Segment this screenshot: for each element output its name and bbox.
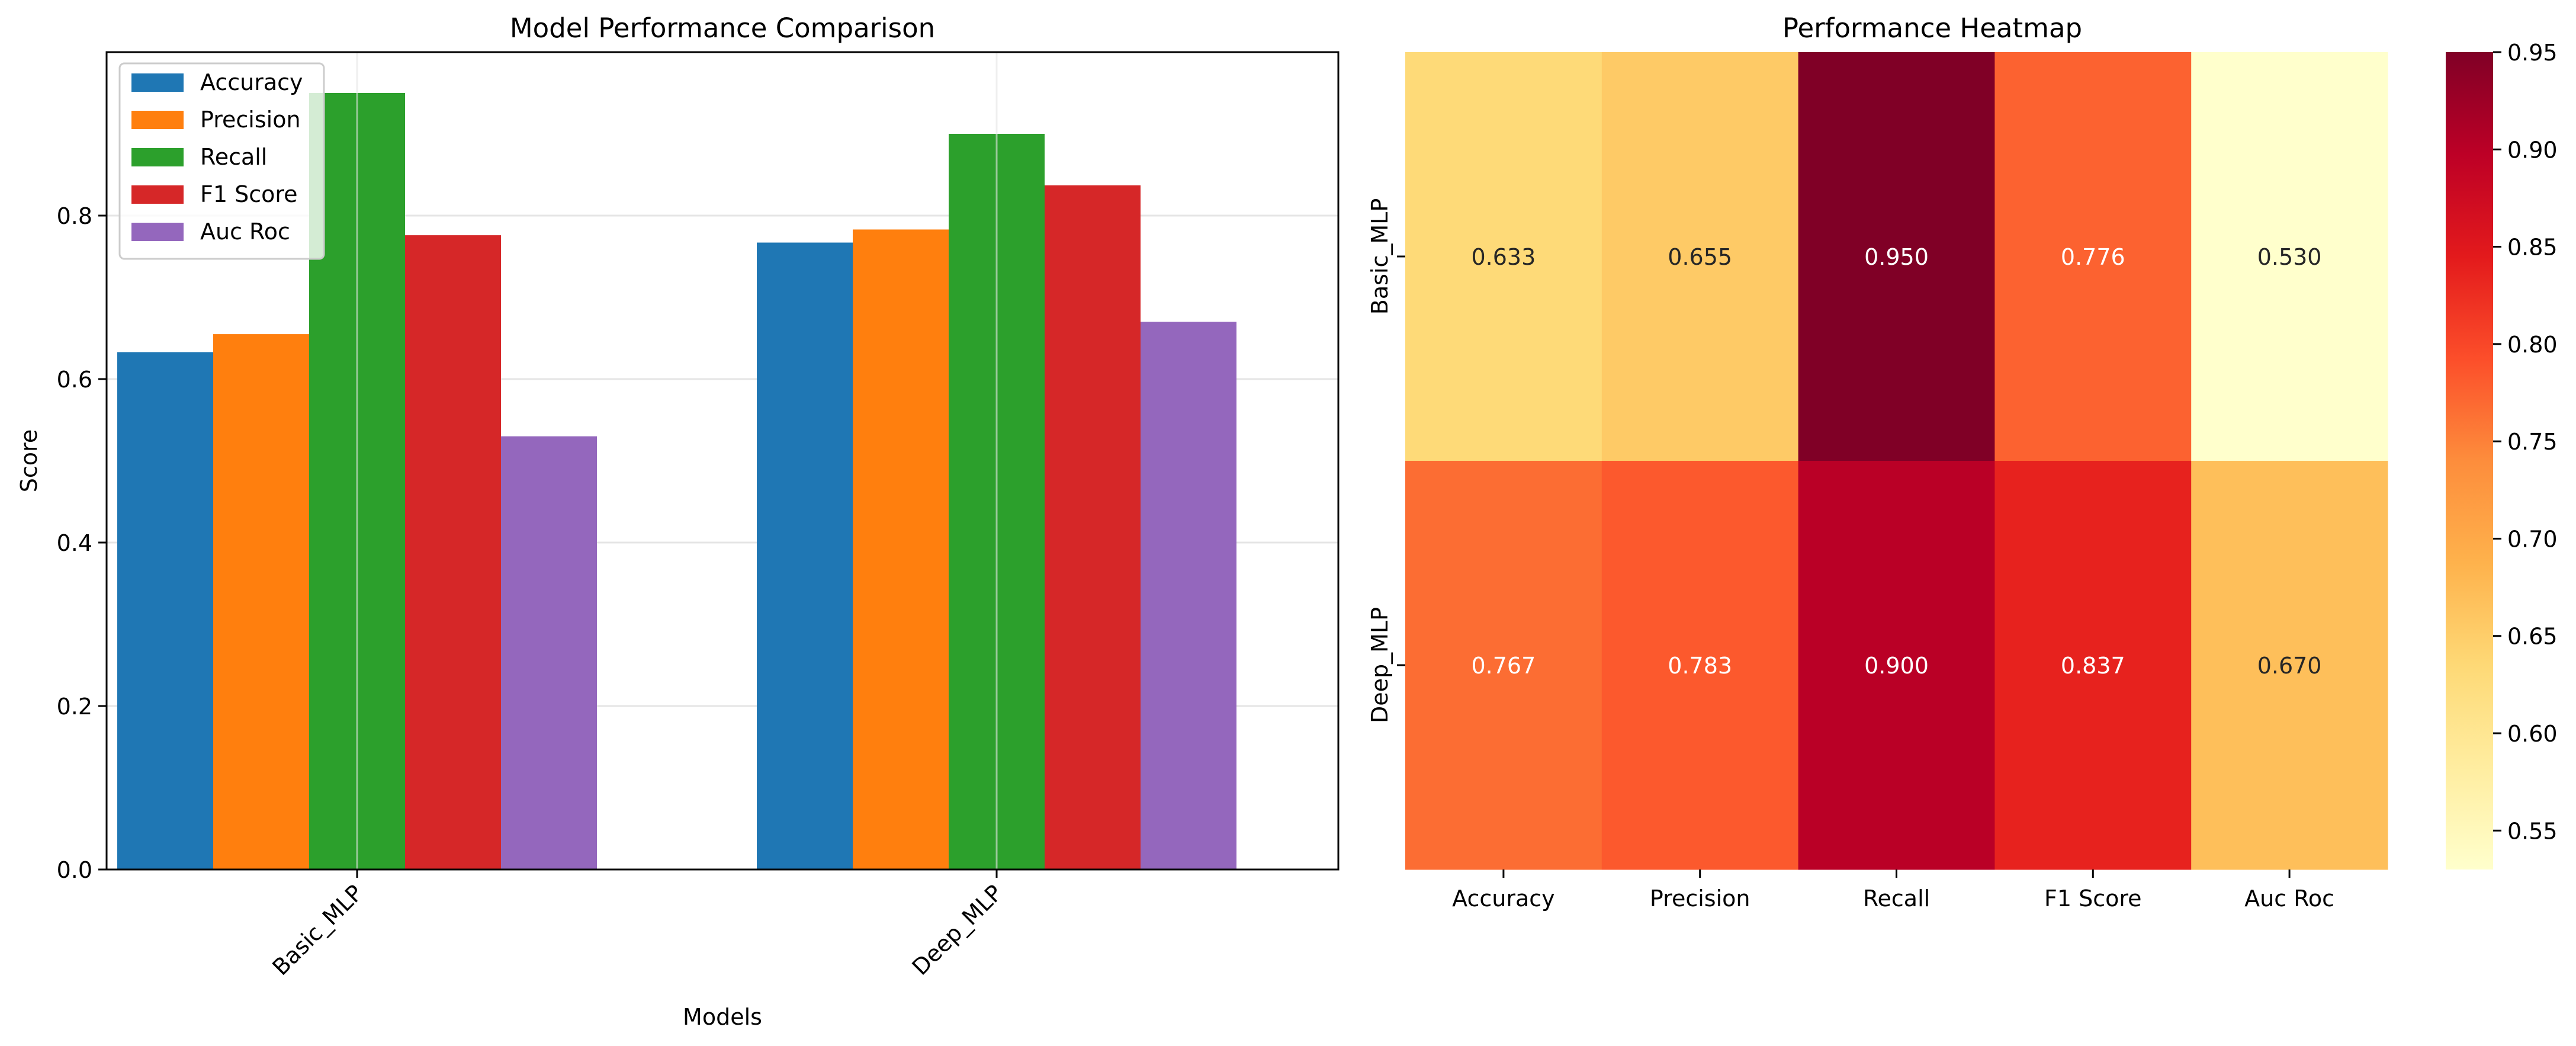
legend-label: Accuracy bbox=[200, 69, 303, 95]
bar bbox=[757, 242, 853, 869]
heatmap-cell bbox=[1601, 461, 1799, 870]
bar bbox=[213, 334, 309, 869]
colorbar-tick-label: 0.65 bbox=[2507, 624, 2558, 650]
bar-chart-y-axis: 0.0 0.2 0.4 0.6 0.8 bbox=[57, 203, 107, 883]
colorbar-tick-label: 0.70 bbox=[2507, 526, 2558, 552]
heatmap-cell-label: 0.530 bbox=[2257, 244, 2322, 270]
heatmap-column-label: Accuracy bbox=[1452, 885, 1555, 912]
colorbar-tick-label: 0.55 bbox=[2507, 818, 2558, 844]
colorbar-ticks: 0.55 0.60 0.65 0.70 0.75 0.80 0.85 0.90 0.95 bbox=[2493, 40, 2558, 844]
y-tick-label: 0.6 bbox=[57, 367, 92, 393]
legend-label: Auc Roc bbox=[200, 219, 290, 245]
heatmap-cell-label: 0.837 bbox=[2061, 653, 2125, 679]
heatmap-cell-label: 0.950 bbox=[1864, 244, 1929, 270]
legend-swatch bbox=[131, 111, 184, 129]
y-tick-label: 0.2 bbox=[57, 694, 92, 720]
bar-chart-y-axis-label: Score bbox=[16, 429, 42, 492]
bar-chart-plot-frame bbox=[105, 51, 1340, 871]
heatmap-colorbar: 0.55 0.60 0.65 0.70 0.75 0.80 0.85 0.90 0.95 bbox=[2446, 40, 2558, 869]
bar-chart-x-axis: Basic_MLP Deep_MLP bbox=[267, 869, 1007, 980]
heatmap: Performance Heatmap 0.633 0.655 0.950 0.776… bbox=[1367, 12, 2388, 912]
legend-label: Precision bbox=[200, 107, 301, 133]
bar bbox=[117, 352, 213, 869]
legend-swatch bbox=[131, 73, 184, 92]
legend-swatch bbox=[131, 185, 184, 204]
colorbar-tick-label: 0.75 bbox=[2507, 429, 2558, 455]
y-tick-label: 0.4 bbox=[57, 530, 92, 556]
colorbar-tick-label: 0.85 bbox=[2507, 235, 2558, 261]
bar bbox=[501, 436, 597, 869]
bar bbox=[853, 229, 949, 870]
colorbar-tick-label: 0.60 bbox=[2507, 721, 2558, 747]
heatmap-column-label: F1 Score bbox=[2044, 885, 2142, 912]
heatmap-cell bbox=[1405, 461, 1602, 870]
heatmap-axes: Accuracy Precision Recall F1 Score Auc Roc Ba… bbox=[1367, 198, 2334, 912]
bar-chart-legend: Accuracy Precision Recall F1 Score Auc Roc bbox=[118, 62, 325, 260]
bar-chart-title: Model Performance Comparison bbox=[510, 12, 935, 44]
bar bbox=[1045, 185, 1141, 870]
heatmap-cell bbox=[2191, 461, 2388, 870]
legend-label: F1 Score bbox=[200, 181, 298, 207]
heatmap-column-label: Auc Roc bbox=[2244, 885, 2334, 912]
heatmap-cell bbox=[1405, 52, 1602, 461]
heatmap-cell bbox=[2191, 52, 2388, 461]
heatmap-cell bbox=[1601, 52, 1799, 461]
heatmap-cell-label: 0.900 bbox=[1864, 653, 1929, 679]
bar-chart-x-axis-label: Models bbox=[683, 1004, 762, 1030]
heatmap-row-label: Deep_MLP bbox=[1367, 607, 1393, 723]
heatmap-cell bbox=[1994, 52, 2192, 461]
heatmap-title: Performance Heatmap bbox=[1782, 12, 2082, 44]
colorbar-tick-label: 0.90 bbox=[2507, 137, 2558, 163]
legend-swatch bbox=[131, 223, 184, 241]
bar bbox=[405, 235, 501, 869]
colorbar-gradient bbox=[2446, 52, 2493, 869]
legend-label: Recall bbox=[200, 144, 267, 170]
x-tick-label: Basic_MLP bbox=[267, 880, 368, 980]
heatmap-column-label: Recall bbox=[1863, 885, 1930, 912]
y-tick-label: 0.8 bbox=[57, 203, 92, 229]
legend-swatch bbox=[131, 148, 184, 166]
heatmap-cell-label: 0.783 bbox=[1668, 653, 1732, 679]
colorbar-tick-label: 0.95 bbox=[2507, 40, 2558, 66]
heatmap-row-label: Basic_MLP bbox=[1367, 198, 1393, 315]
heatmap-cell-label: 0.776 bbox=[2061, 244, 2125, 270]
heatmap-cell-label: 0.633 bbox=[1472, 244, 1536, 270]
bar-chart-bars bbox=[117, 52, 1236, 870]
bar bbox=[1141, 322, 1236, 869]
heatmap-cell-label: 0.767 bbox=[1472, 653, 1536, 679]
y-tick-label: 0.0 bbox=[57, 857, 92, 883]
heatmap-cells: 0.633 0.655 0.950 0.776 0.530 0.767 0.783 0.900… bbox=[1405, 52, 2388, 870]
heatmap-cell-label: 0.670 bbox=[2257, 653, 2322, 679]
heatmap-cell bbox=[1798, 52, 1995, 461]
heatmap-cell bbox=[1798, 461, 1995, 870]
heatmap-cell-label: 0.655 bbox=[1668, 244, 1732, 270]
colorbar-tick-label: 0.80 bbox=[2507, 332, 2558, 358]
x-tick-label: Deep_MLP bbox=[907, 880, 1008, 980]
bar-chart: Model Performance Comparison 0.00.20.40.… bbox=[16, 12, 1340, 1030]
heatmap-column-label: Precision bbox=[1650, 885, 1750, 912]
heatmap-cell bbox=[1994, 461, 2192, 870]
